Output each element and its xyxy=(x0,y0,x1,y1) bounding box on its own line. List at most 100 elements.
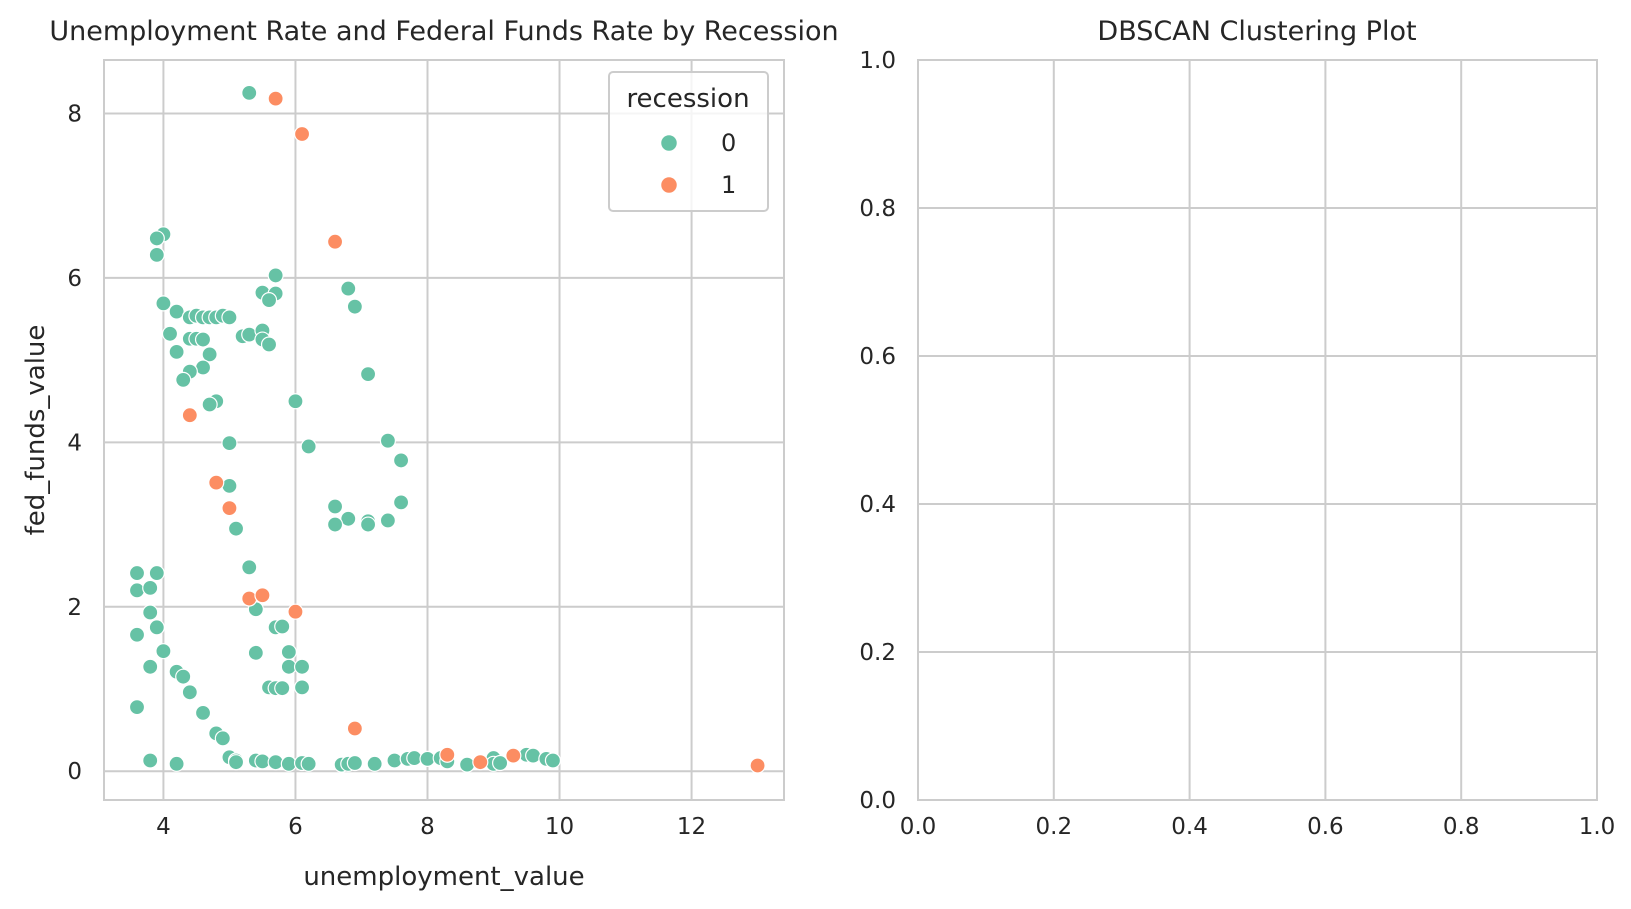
data-point-recession-1 xyxy=(208,474,225,491)
data-point-recession-0 xyxy=(267,754,284,771)
data-point-recession-0 xyxy=(392,494,410,511)
data-point-recession-0 xyxy=(221,435,238,452)
data-point-recession-0 xyxy=(175,371,192,388)
data-point-recession-0 xyxy=(161,325,179,342)
data-point-recession-0 xyxy=(142,752,159,769)
data-point-recession-0 xyxy=(194,331,212,348)
plot-title: DBSCAN Clustering Plot xyxy=(1097,16,1416,47)
data-point-recession-0 xyxy=(340,510,357,527)
data-point-recession-0 xyxy=(326,516,344,533)
x-tick-label: 6 xyxy=(288,814,303,840)
data-point-recession-0 xyxy=(241,84,258,101)
x-tick-label: 0.2 xyxy=(1036,814,1073,840)
data-point-recession-0 xyxy=(293,679,311,696)
data-point-recession-0 xyxy=(293,658,311,675)
data-point-recession-0 xyxy=(175,668,192,685)
plot-frame xyxy=(917,59,1598,801)
data-point-recession-0 xyxy=(260,291,278,309)
data-point-recession-0 xyxy=(366,755,383,772)
data-point-recession-0 xyxy=(459,756,476,773)
data-point-recession-0 xyxy=(128,626,146,643)
x-axis-label: unemployment_value xyxy=(303,862,584,892)
data-point-recession-1 xyxy=(254,587,271,604)
data-point-recession-0 xyxy=(247,644,264,661)
legend: recession 0 1 xyxy=(608,71,769,212)
data-point-recession-1 xyxy=(221,500,238,517)
grid-lines xyxy=(917,59,1598,801)
x-tick-labels: 4 6 8 10 12 xyxy=(156,814,706,840)
data-point-recession-0 xyxy=(359,365,377,383)
legend-marker-0 xyxy=(659,133,679,153)
data-point-recession-1 xyxy=(267,90,284,107)
data-point-recession-1 xyxy=(749,757,766,774)
data-point-recession-0 xyxy=(492,754,509,772)
data-point-recession-0 xyxy=(155,643,172,660)
data-point-recession-0 xyxy=(544,752,562,769)
data-point-recession-0 xyxy=(142,604,159,621)
y-tick-label: 8 xyxy=(67,101,82,127)
data-point-recession-0 xyxy=(241,559,258,576)
x-tick-label: 12 xyxy=(677,814,706,840)
x-tick-label: 10 xyxy=(545,814,574,840)
data-point-recession-0 xyxy=(392,452,410,469)
x-tick-label: 0.4 xyxy=(1171,814,1208,840)
data-point-recession-1 xyxy=(326,233,344,250)
data-point-recession-0 xyxy=(346,754,363,772)
data-point-recession-0 xyxy=(267,267,284,284)
data-point-recession-0 xyxy=(168,303,185,320)
y-tick-labels: 0.0 0.2 0.4 0.6 0.8 1.0 xyxy=(859,48,896,814)
x-tick-label: 0.0 xyxy=(900,814,937,840)
data-point-recession-0 xyxy=(201,396,218,413)
data-point-recession-0 xyxy=(142,579,159,596)
data-point-recession-0 xyxy=(148,246,165,263)
y-tick-label: 0.2 xyxy=(859,640,896,666)
data-point-recession-0 xyxy=(300,438,317,455)
data-point-recession-0 xyxy=(274,680,291,697)
x-tick-label: 4 xyxy=(156,814,171,840)
y-tick-labels: 0 2 4 6 8 xyxy=(67,101,82,785)
legend-title: recession xyxy=(626,84,749,114)
y-tick-label: 2 xyxy=(67,595,82,621)
data-point-recession-0 xyxy=(221,309,238,326)
data-point-recession-1 xyxy=(346,720,363,737)
data-point-recession-0 xyxy=(128,564,146,582)
data-point-recession-1 xyxy=(293,125,311,143)
data-point-recession-0 xyxy=(340,280,357,297)
data-point-recession-0 xyxy=(221,477,238,495)
data-point-recession-0 xyxy=(168,755,185,772)
data-point-recession-0 xyxy=(214,730,231,747)
scatter-plot-recession: Unemployment Rate and Federal Funds Rate… xyxy=(21,16,839,892)
plot-frame xyxy=(103,59,785,801)
y-tick-label: 4 xyxy=(67,430,82,456)
data-point-recession-0 xyxy=(148,619,165,636)
y-tick-label: 0.4 xyxy=(859,492,896,518)
data-point-recession-1 xyxy=(241,590,258,607)
data-point-recession-0 xyxy=(227,520,245,537)
data-point-recession-0 xyxy=(194,704,212,721)
plot-title: Unemployment Rate and Federal Funds Rate… xyxy=(49,16,838,47)
data-point-recession-0 xyxy=(260,336,278,353)
legend-label-1: 1 xyxy=(721,171,736,199)
data-points xyxy=(128,84,766,774)
data-point-recession-0 xyxy=(525,747,542,764)
data-point-recession-0 xyxy=(181,684,198,701)
data-point-recession-0 xyxy=(148,230,165,247)
legend-marker-1 xyxy=(659,175,679,195)
legend-box xyxy=(608,71,769,212)
data-point-recession-0 xyxy=(280,643,297,661)
data-point-recession-0 xyxy=(287,393,304,410)
x-tick-label: 0.6 xyxy=(1307,814,1344,840)
y-tick-label: 0.6 xyxy=(859,344,896,370)
data-point-recession-0 xyxy=(227,754,245,771)
data-point-recession-0 xyxy=(346,298,363,315)
y-tick-label: 1.0 xyxy=(859,48,896,74)
data-point-recession-0 xyxy=(148,564,165,582)
data-point-recession-0 xyxy=(168,343,185,360)
data-point-recession-0 xyxy=(379,512,396,529)
data-point-recession-0 xyxy=(326,498,344,515)
data-point-recession-0 xyxy=(386,752,403,769)
data-point-recession-1 xyxy=(287,603,304,620)
y-tick-label: 0.0 xyxy=(859,788,896,814)
legend-label-0: 0 xyxy=(721,129,736,157)
